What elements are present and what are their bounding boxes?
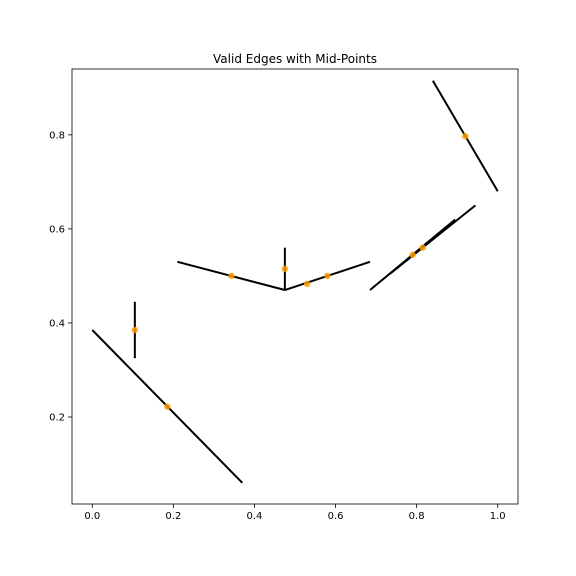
y-tick-label: 0.2 [49,413,65,424]
midpoint-5 [324,272,331,280]
x-tick-label: 0.8 [409,511,425,522]
midpoint-6 [409,251,416,258]
x-tick-label: 0.2 [165,511,181,522]
y-tick-label: 0.8 [49,130,65,141]
edge-line-6 [389,204,477,275]
midpoint-0 [131,326,139,334]
x-tick-label: 0.0 [84,511,100,522]
chart-title: Valid Edges with Mid-Points [213,52,377,66]
midpoint-3 [281,265,289,273]
midpoint-2 [228,272,235,280]
midpoint-4 [303,280,311,288]
y-tick-label: 0.6 [49,224,65,235]
x-tick-label: 0.4 [247,511,263,522]
midpoint-7 [419,244,426,251]
midpoint-1 [164,403,171,410]
x-tick-label: 1.0 [490,511,506,522]
midpoint-8 [462,133,469,140]
plot-frame [71,68,519,505]
x-tick-label: 0.6 [328,511,344,522]
y-tick-label: 0.4 [49,318,65,329]
